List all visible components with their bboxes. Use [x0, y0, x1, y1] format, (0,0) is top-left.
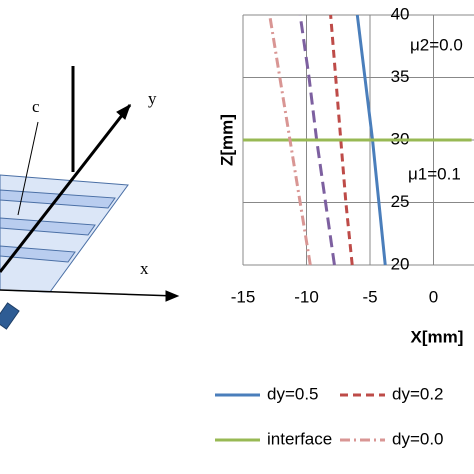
- x-axis: [0, 289, 177, 297]
- x-tick-label: -5: [362, 287, 377, 306]
- legend-label: dy=0.0: [392, 429, 444, 448]
- diagram-label: c: [32, 97, 40, 116]
- diagram: y c x: [0, 66, 180, 330]
- sensor: [0, 302, 20, 330]
- series-line: [268, 14, 312, 266]
- diagram-label: y: [148, 89, 157, 108]
- series-line: [329, 14, 354, 266]
- legend-label: dy=0.2: [392, 384, 444, 403]
- x-axis-title: X[mm]: [411, 327, 464, 346]
- y-tick-label: 25: [391, 192, 410, 211]
- x-tick-label: -15: [231, 287, 256, 306]
- y-tick-label: 20: [391, 254, 410, 273]
- y-tick-label: 35: [391, 67, 410, 86]
- annotation: μ2=0.0: [410, 35, 463, 54]
- diagram-label: x: [140, 259, 149, 278]
- arrow: [116, 103, 131, 120]
- x-tick-label: 0: [429, 287, 438, 306]
- y-tick-label: 40: [391, 4, 410, 23]
- legend-label: interface: [267, 429, 332, 448]
- y-axis-title: Z[mm]: [217, 114, 236, 166]
- x-tick-label: -10: [294, 287, 319, 306]
- legend-label: dy=0.5: [267, 384, 319, 403]
- annotation: μ1=0.1: [408, 164, 461, 183]
- arrow: [165, 290, 180, 302]
- pointer: [17, 121, 39, 216]
- y-axis: [0, 104, 132, 273]
